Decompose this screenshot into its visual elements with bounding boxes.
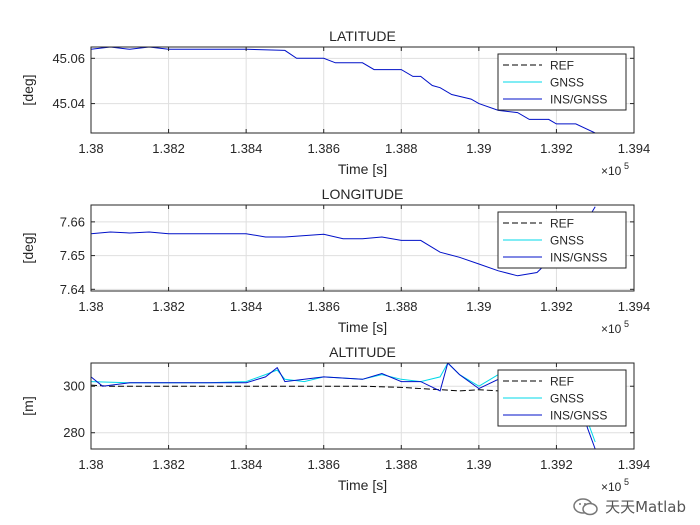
legend-box — [497, 53, 627, 111]
legend-label: INS/GNSS — [550, 409, 607, 423]
x-multiplier-exponent: 5 — [624, 319, 629, 329]
chart-title: LONGITUDE — [322, 186, 404, 202]
legend: REF GNSS INS/GNSS — [497, 53, 627, 111]
x-tick-label: 1.384 — [230, 299, 263, 314]
legend-label: INS/GNSS — [550, 251, 607, 265]
series-line-ins-gnss — [91, 206, 596, 277]
x-tick-label: 1.392 — [540, 141, 573, 156]
x-axis-label: Time [s] — [338, 319, 387, 335]
x-tick-label: 1.388 — [385, 141, 418, 156]
y-tick-label: 280 — [63, 425, 85, 440]
x-tick-label: 1.39 — [466, 141, 491, 156]
axes-box — [90, 46, 635, 134]
chart-title: ALTITUDE — [329, 344, 396, 360]
x-multiplier-exponent: 5 — [624, 477, 629, 487]
legend: REF GNSS INS/GNSS — [497, 211, 627, 269]
chart-panel-2: 1.38 1.382 1.384 1.386 1.388 1.39 1.392 1.394 7.… — [20, 186, 650, 336]
legend-label: REF — [550, 59, 574, 73]
x-axis-label: Time [s] — [338, 161, 387, 177]
chart-panel-3: 1.38 1.382 1.384 1.386 1.388 1.39 1.392 1.394 28… — [20, 344, 650, 494]
y-axis-label: [deg] — [20, 74, 36, 105]
x-tick-label: 1.38 — [78, 141, 103, 156]
x-tick-label: 1.382 — [152, 141, 185, 156]
chart-panel-1: 1.38 1.382 1.384 1.386 1.388 1.39 1.392 1.394 45… — [20, 28, 650, 178]
x-tick-label: 1.388 — [385, 299, 418, 314]
wechat-logo-icon — [573, 497, 598, 515]
y-tick-label: 7.65 — [60, 248, 85, 263]
y-tick-label: 45.04 — [52, 96, 85, 111]
x-tick-label: 1.394 — [618, 457, 651, 472]
series-group — [91, 206, 596, 277]
watermark: 天天Matlab — [573, 496, 686, 517]
watermark-text: 天天Matlab — [605, 498, 686, 516]
x-tick-label: 1.386 — [307, 299, 340, 314]
y-tick-label: 45.06 — [52, 51, 85, 66]
legend-label: GNSS — [550, 76, 584, 90]
y-tick-label: 300 — [63, 379, 85, 394]
x-tick-label: 1.386 — [307, 457, 340, 472]
x-tick-label: 1.38 — [78, 457, 103, 472]
y-axis-label: [m] — [20, 396, 36, 415]
x-tick-label: 1.39 — [466, 457, 491, 472]
chart-title: LATITUDE — [329, 28, 396, 44]
y-axis-label: [deg] — [20, 232, 36, 263]
x-tick-label: 1.386 — [307, 141, 340, 156]
x-tick-label: 1.392 — [540, 299, 573, 314]
legend-label: REF — [550, 375, 574, 389]
x-multiplier-label: ×10 — [601, 480, 622, 494]
x-tick-label: 1.382 — [152, 457, 185, 472]
legend: REF GNSS INS/GNSS — [497, 369, 627, 427]
x-tick-label: 1.384 — [230, 141, 263, 156]
axes-box — [90, 204, 635, 292]
series-line-ref — [91, 384, 499, 392]
x-tick-label: 1.388 — [385, 457, 418, 472]
x-multiplier-label: ×10 — [601, 164, 622, 178]
x-axis-label: Time [s] — [338, 477, 387, 493]
x-multiplier-label: ×10 — [601, 322, 622, 336]
x-tick-label: 1.384 — [230, 457, 263, 472]
x-tick-label: 1.39 — [466, 299, 491, 314]
x-tick-label: 1.392 — [540, 457, 573, 472]
x-tick-label: 1.394 — [618, 299, 651, 314]
legend-label: GNSS — [550, 234, 584, 248]
x-tick-label: 1.38 — [78, 299, 103, 314]
y-tick-label: 7.66 — [60, 214, 85, 229]
x-tick-label: 1.394 — [618, 141, 651, 156]
legend-label: REF — [550, 217, 574, 231]
legend-label: GNSS — [550, 392, 584, 406]
x-multiplier-exponent: 5 — [624, 161, 629, 171]
legend-label: INS/GNSS — [550, 93, 607, 107]
series-line-ins-gnss — [91, 47, 596, 133]
y-tick-label: 7.64 — [60, 282, 85, 297]
axes-box — [90, 362, 635, 450]
series-group — [91, 47, 596, 133]
x-tick-label: 1.382 — [152, 299, 185, 314]
